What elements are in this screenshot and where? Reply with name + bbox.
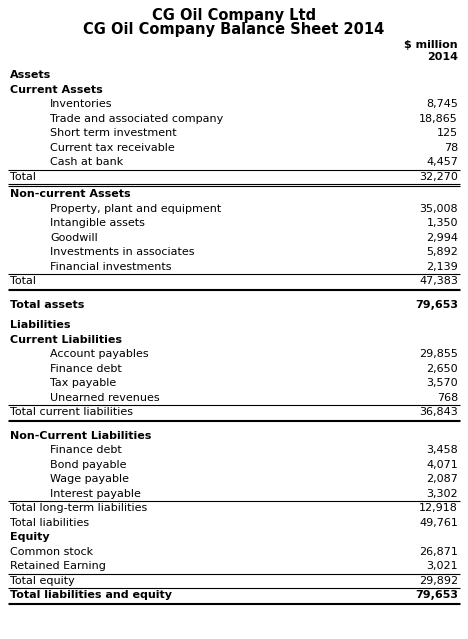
Text: Non-Current Liabilities: Non-Current Liabilities: [10, 431, 151, 441]
Text: 3,570: 3,570: [426, 378, 458, 389]
Text: 79,653: 79,653: [415, 300, 458, 310]
Text: 4,071: 4,071: [426, 459, 458, 470]
Text: Investments in associates: Investments in associates: [50, 247, 195, 258]
Text: 49,761: 49,761: [419, 518, 458, 528]
Text: Unearned revenues: Unearned revenues: [50, 393, 160, 403]
Text: 1,350: 1,350: [426, 219, 458, 228]
Text: 3,458: 3,458: [426, 445, 458, 455]
Text: Cash at bank: Cash at bank: [50, 157, 123, 167]
Text: 32,270: 32,270: [419, 172, 458, 181]
Text: 3,021: 3,021: [426, 561, 458, 571]
Text: Finance debt: Finance debt: [50, 445, 122, 455]
Text: Total long-term liabilities: Total long-term liabilities: [10, 504, 147, 513]
Text: 12,918: 12,918: [419, 504, 458, 513]
Text: 2014: 2014: [427, 52, 458, 62]
Text: Account payables: Account payables: [50, 350, 149, 359]
Text: 78: 78: [444, 142, 458, 153]
Text: Assets: Assets: [10, 70, 51, 81]
Text: 29,892: 29,892: [419, 576, 458, 586]
Text: 36,843: 36,843: [419, 407, 458, 417]
Text: Interest payable: Interest payable: [50, 489, 141, 499]
Text: CG Oil Company Balance Sheet 2014: CG Oil Company Balance Sheet 2014: [83, 22, 385, 37]
Text: Finance debt: Finance debt: [50, 364, 122, 374]
Text: Total liabilities: Total liabilities: [10, 518, 89, 528]
Text: Inventories: Inventories: [50, 99, 112, 109]
Text: Tax payable: Tax payable: [50, 378, 116, 389]
Text: Short term investment: Short term investment: [50, 128, 176, 138]
Text: 5,892: 5,892: [426, 247, 458, 258]
Text: Total equity: Total equity: [10, 576, 75, 586]
Text: 3,302: 3,302: [426, 489, 458, 499]
Text: Total liabilities and equity: Total liabilities and equity: [10, 590, 172, 600]
Text: Total current liabilities: Total current liabilities: [10, 407, 133, 417]
Text: 29,855: 29,855: [419, 350, 458, 359]
Text: 35,008: 35,008: [419, 204, 458, 214]
Text: $ million: $ million: [404, 40, 458, 50]
Text: 47,383: 47,383: [419, 276, 458, 286]
Text: Current Liabilities: Current Liabilities: [10, 335, 122, 345]
Text: Equity: Equity: [10, 532, 50, 543]
Text: Intangible assets: Intangible assets: [50, 219, 145, 228]
Text: Liabilities: Liabilities: [10, 320, 71, 330]
Text: Total assets: Total assets: [10, 300, 84, 310]
Text: Current Assets: Current Assets: [10, 85, 103, 95]
Text: 2,650: 2,650: [426, 364, 458, 374]
Text: 79,653: 79,653: [415, 590, 458, 600]
Text: Wage payable: Wage payable: [50, 474, 129, 484]
Text: Total: Total: [10, 172, 36, 181]
Text: 125: 125: [437, 128, 458, 138]
Text: 2,087: 2,087: [426, 474, 458, 484]
Text: Retained Earning: Retained Earning: [10, 561, 106, 571]
Text: 2,994: 2,994: [426, 233, 458, 243]
Text: 2,139: 2,139: [426, 262, 458, 272]
Text: Financial investments: Financial investments: [50, 262, 171, 272]
Text: 18,865: 18,865: [419, 114, 458, 124]
Text: 8,745: 8,745: [426, 99, 458, 109]
Text: Current tax receivable: Current tax receivable: [50, 142, 175, 153]
Text: Non-current Assets: Non-current Assets: [10, 189, 131, 199]
Text: Total: Total: [10, 276, 36, 286]
Text: Goodwill: Goodwill: [50, 233, 98, 243]
Text: Trade and associated company: Trade and associated company: [50, 114, 223, 124]
Text: CG Oil Company Ltd: CG Oil Company Ltd: [152, 8, 316, 23]
Text: 4,457: 4,457: [426, 157, 458, 167]
Text: Common stock: Common stock: [10, 547, 93, 557]
Text: Bond payable: Bond payable: [50, 459, 126, 470]
Text: 26,871: 26,871: [419, 547, 458, 557]
Text: Property, plant and equipment: Property, plant and equipment: [50, 204, 221, 214]
Text: 768: 768: [437, 393, 458, 403]
